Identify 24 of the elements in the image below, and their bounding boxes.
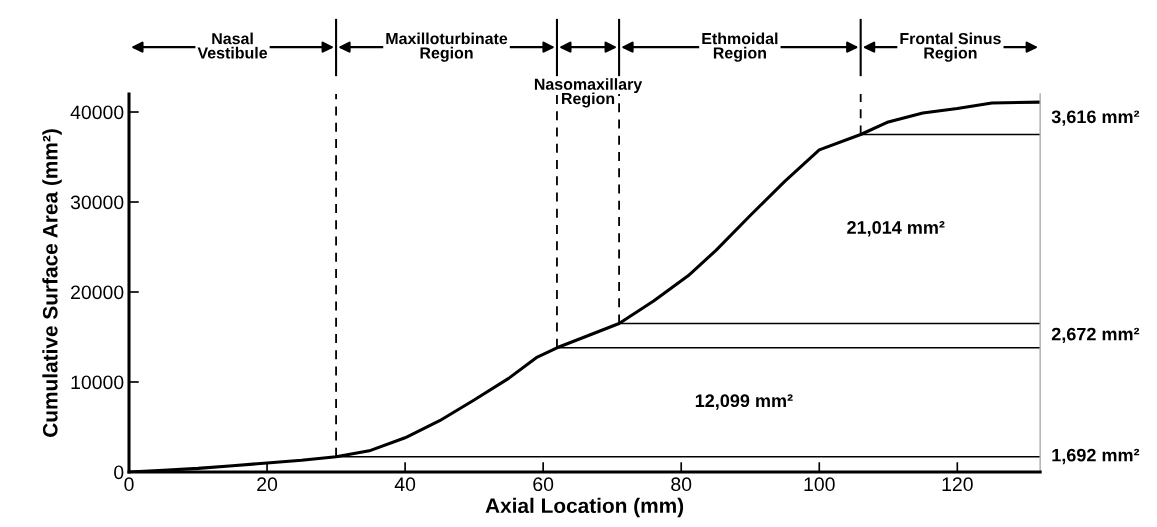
x-axis-title: Axial Location (mm) [485,497,684,518]
x-tick-label: 80 [671,477,692,492]
y-tick-label: 10000 [71,375,124,390]
text: 3,616 mm² [1051,110,1140,126]
x-tick-label: 100 [804,477,835,492]
annotation: 21,014 mm² [847,221,945,237]
y-tick-label: 0 [114,465,124,480]
x-tick-label: 120 [942,477,973,492]
y-tick-label: 40000 [70,105,124,120]
text: Maxilloturbinate Region [386,32,508,62]
text: Nasal Vestibule [197,32,268,59]
text: 2,672 mm² [1051,327,1140,344]
y-tick-label: 30000 [70,195,124,210]
x-tick-label: 20 [257,477,278,492]
x-tick-label: 60 [533,477,554,492]
x-tick-label: 0 [124,477,134,492]
text: Frontal Sinus Region [900,32,1001,62]
x-tick-label: 40 [394,477,416,492]
y-tick-label: 20000 [71,285,124,300]
text: Ethmoidal Region [702,32,778,62]
annotation: 12,099 mm² [695,394,793,410]
annotation: Nasomaxillary Region [534,78,643,108]
annotation: 1,692 mm² [1052,448,1140,465]
y-axis-title: Cumulative Surface Area (mm²) [42,129,62,437]
